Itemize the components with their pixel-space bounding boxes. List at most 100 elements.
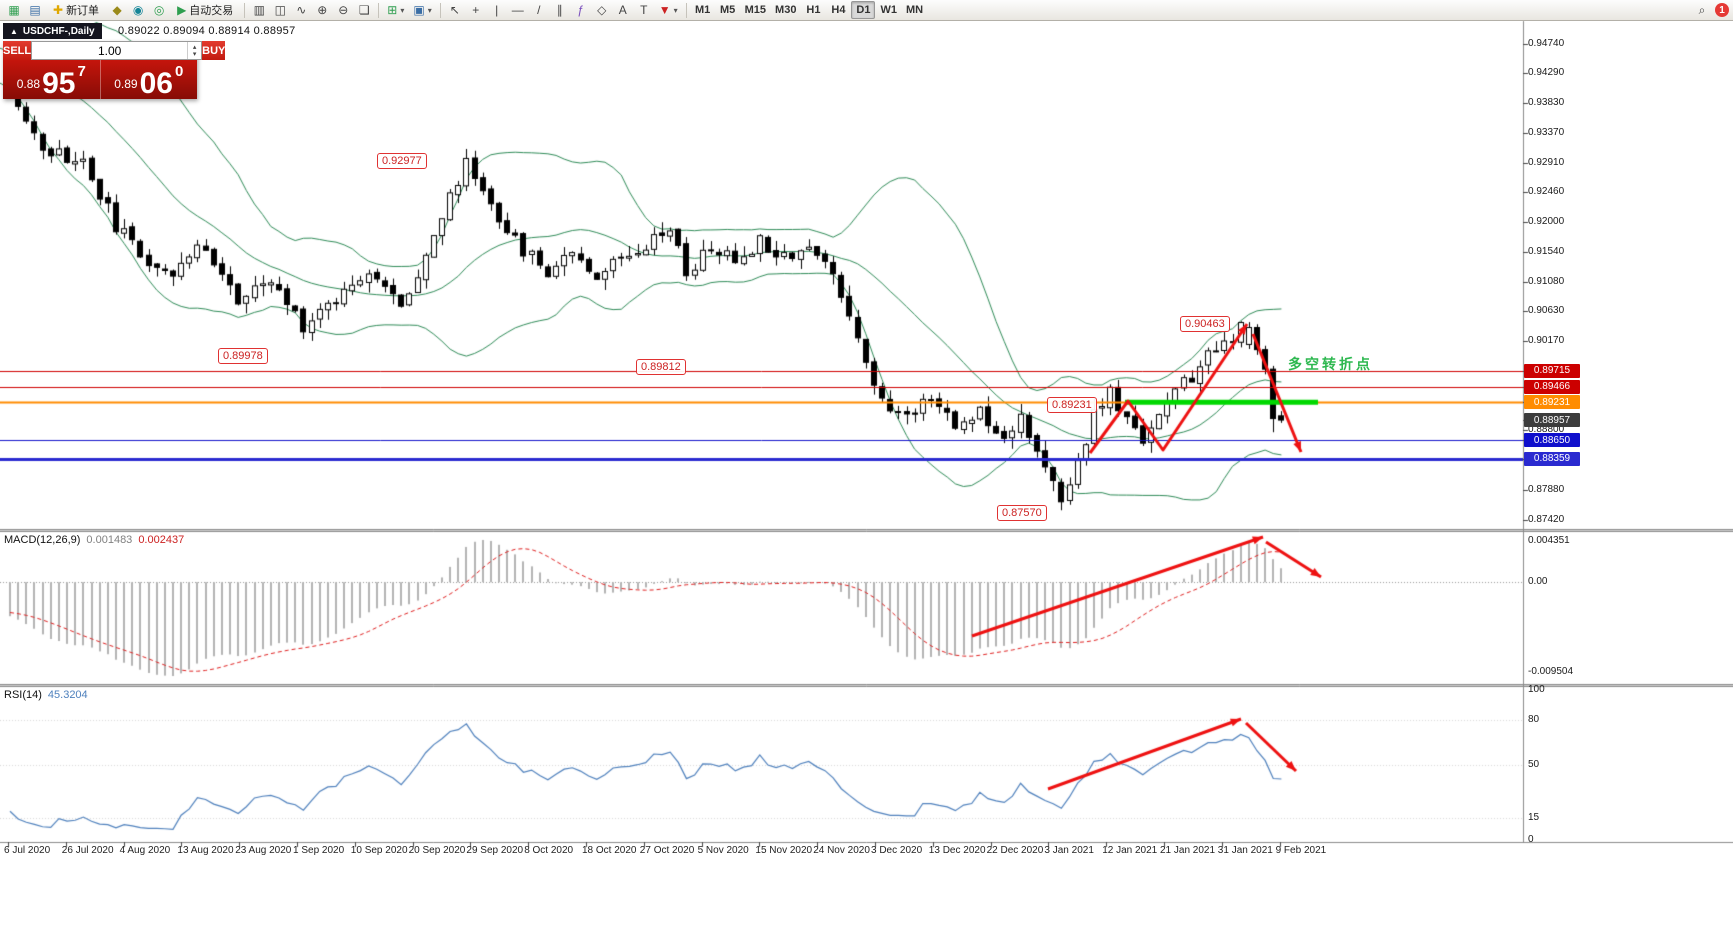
price-axis-label: 0.88800 bbox=[1528, 424, 1565, 436]
symbol-period-label: USDCHF-,Daily bbox=[22, 25, 95, 37]
autotrading-button[interactable]: ▶ 自动交易 bbox=[170, 1, 240, 19]
trendline-icon: / bbox=[537, 3, 541, 17]
timeframe-h1[interactable]: H1 bbox=[801, 1, 825, 19]
metaeditor-button[interactable]: ◆ bbox=[107, 1, 127, 19]
price-annotation[interactable]: 0.92977 bbox=[377, 153, 427, 169]
text-tool-button[interactable]: A bbox=[613, 1, 633, 19]
sell-price-sup: 7 bbox=[77, 63, 86, 80]
new-order-label: 新订单 bbox=[66, 5, 100, 17]
toolbar-separator bbox=[244, 2, 246, 18]
macd-axis-label: 0.00 bbox=[1528, 576, 1548, 588]
price-axis-label: 0.91540 bbox=[1528, 246, 1565, 258]
timeframe-m30[interactable]: M30 bbox=[771, 1, 800, 19]
price-axis-badge: 0.89231 bbox=[1524, 395, 1580, 410]
cursor-icon: ↖ bbox=[449, 3, 460, 17]
price-axis-badge: 0.88957 bbox=[1524, 413, 1580, 428]
buy-price-small: 0.89 bbox=[114, 77, 138, 91]
crosshair-tool-button[interactable]: + bbox=[466, 1, 486, 19]
timeframe-m1[interactable]: M1 bbox=[691, 1, 715, 19]
price-annotation[interactable]: 0.89231 bbox=[1047, 397, 1097, 413]
time-axis-label: 12 Jan 2021 bbox=[1102, 845, 1158, 856]
bar-chart-button[interactable]: ▥ bbox=[249, 1, 269, 19]
time-axis-label: 21 Jan 2021 bbox=[1160, 845, 1216, 856]
price-annotation[interactable]: 0.90463 bbox=[1180, 316, 1230, 332]
buy-price-panel[interactable]: 0.89 06 0 bbox=[101, 60, 198, 99]
collapse-trade-panel-icon[interactable]: ▲ bbox=[10, 26, 18, 36]
macd-panel-label: MACD(12,26,9) 0.001483 0.002437 bbox=[4, 534, 184, 546]
time-axis-label: 9 Feb 2021 bbox=[1275, 845, 1327, 856]
new-chart-button[interactable]: ▦ bbox=[4, 1, 24, 19]
templates-button[interactable]: ▣ ▾ bbox=[409, 1, 435, 19]
market-button[interactable]: ◉ bbox=[128, 1, 148, 19]
toolbar-separator bbox=[685, 2, 687, 18]
new-order-icon: ✚ bbox=[53, 3, 64, 17]
symbol-tab[interactable]: ▲ USDCHF-,Daily bbox=[3, 23, 102, 39]
sell-price-big: 95 bbox=[42, 66, 76, 100]
macd-signal-value: 0.002437 bbox=[138, 534, 185, 546]
zoom-in-button[interactable]: ⊕ bbox=[312, 1, 332, 19]
horizontal-line-tool-button[interactable]: — bbox=[508, 1, 528, 19]
search-button[interactable]: ⌕ bbox=[1692, 1, 1712, 19]
tile-windows-icon: ❏ bbox=[358, 3, 370, 17]
timeframe-h4[interactable]: H4 bbox=[826, 1, 850, 19]
community-icon: ◎ bbox=[153, 3, 165, 17]
timeframe-m15[interactable]: M15 bbox=[741, 1, 770, 19]
timeframe-m5[interactable]: M5 bbox=[716, 1, 740, 19]
arrows-tool-button[interactable]: ▼ ▾ bbox=[655, 1, 682, 19]
channel-tool-button[interactable]: ∥ bbox=[550, 1, 570, 19]
volume-down-icon[interactable]: ▾ bbox=[192, 50, 197, 58]
time-axis-label: 29 Sep 2020 bbox=[466, 845, 524, 856]
rsi-name: RSI(14) bbox=[4, 689, 42, 701]
price-annotation[interactable]: 0.89978 bbox=[218, 348, 268, 364]
zoom-out-button[interactable]: ⊖ bbox=[333, 1, 353, 19]
time-axis-label: 15 Nov 2020 bbox=[755, 845, 813, 856]
indicators-button[interactable]: ⊞ ▾ bbox=[383, 1, 408, 19]
volume-box: ▴ ▾ bbox=[31, 41, 203, 60]
sell-price-small: 0.88 bbox=[16, 77, 41, 91]
turning-point-note[interactable]: 多空转折点 bbox=[1288, 356, 1373, 372]
notification-badge[interactable]: 1 bbox=[1715, 3, 1729, 17]
price-axis-label: 0.92000 bbox=[1528, 216, 1565, 228]
toolbar-separator bbox=[439, 2, 441, 18]
time-axis-label: 26 Jul 2020 bbox=[61, 845, 114, 856]
timeframe-d1[interactable]: D1 bbox=[851, 1, 876, 19]
fibonacci-tool-button[interactable]: ƒ bbox=[571, 1, 591, 19]
timeframe-w1[interactable]: W1 bbox=[876, 1, 901, 19]
new-order-button[interactable]: ✚ 新订单 bbox=[46, 1, 106, 19]
one-click-trading-widget: SELL ▴ ▾ BUY 0.88 95 7 0.89 06 0 bbox=[3, 41, 226, 99]
vertical-line-tool-button[interactable]: | bbox=[487, 1, 507, 19]
timeframe-mn[interactable]: MN bbox=[902, 1, 927, 19]
rsi-axis-label: 100 bbox=[1528, 684, 1545, 695]
fibonacci-icon: ƒ bbox=[577, 3, 585, 17]
price-annotation[interactable]: 0.89812 bbox=[636, 359, 686, 375]
tile-windows-button[interactable]: ❏ bbox=[354, 1, 374, 19]
buy-price-big: 06 bbox=[139, 66, 173, 100]
community-button[interactable]: ◎ bbox=[149, 1, 169, 19]
volume-up-icon[interactable]: ▴ bbox=[192, 43, 197, 51]
shapes-tool-button[interactable]: ◇ bbox=[592, 1, 612, 19]
time-axis-label: 13 Dec 2020 bbox=[928, 845, 986, 856]
price-axis-label: 0.94740 bbox=[1528, 38, 1565, 49]
sell-price-panel[interactable]: 0.88 95 7 bbox=[3, 60, 101, 99]
ohlc-readout: 0.89022 0.89094 0.88914 0.88957 bbox=[118, 25, 296, 37]
macd-axis-label: 0.004351 bbox=[1528, 535, 1570, 546]
volume-input[interactable] bbox=[32, 42, 188, 59]
horizontal-line-icon: — bbox=[511, 3, 524, 17]
profiles-button[interactable]: ▤ bbox=[25, 1, 45, 19]
dropdown-caret-icon: ▾ bbox=[673, 5, 678, 15]
price-axis-label: 0.93830 bbox=[1528, 97, 1565, 109]
cursor-tool-button[interactable]: ↖ bbox=[445, 1, 465, 19]
zoom-in-icon: ⊕ bbox=[317, 3, 328, 17]
sell-button[interactable]: SELL bbox=[3, 41, 32, 60]
price-axis-label: 0.91080 bbox=[1528, 276, 1565, 287]
price-annotation[interactable]: 0.87570 bbox=[997, 505, 1047, 521]
text-label-tool-button[interactable]: T bbox=[634, 1, 654, 19]
line-chart-button[interactable]: ∿ bbox=[291, 1, 311, 19]
candlestick-chart-button[interactable]: ◫ bbox=[270, 1, 290, 19]
autotrading-play-icon: ▶ bbox=[177, 3, 187, 17]
trendline-tool-button[interactable]: / bbox=[529, 1, 549, 19]
buy-button[interactable]: BUY bbox=[202, 41, 226, 60]
market-icon: ◉ bbox=[132, 3, 144, 17]
